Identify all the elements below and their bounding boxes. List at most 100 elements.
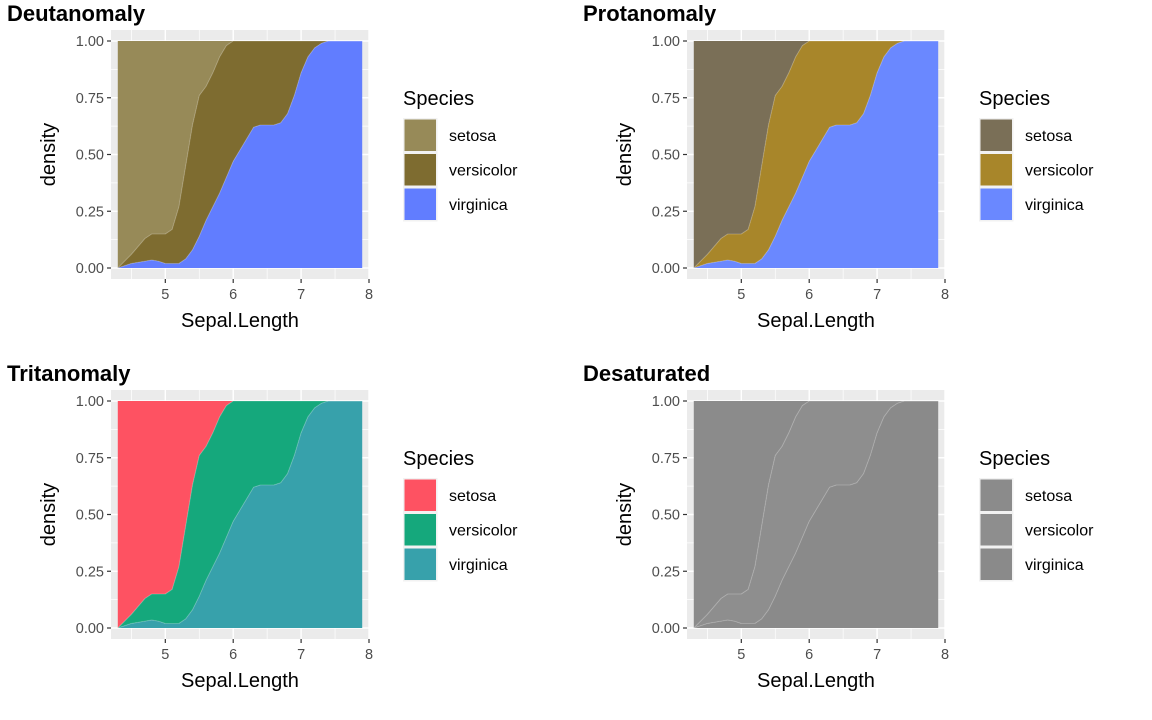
chart-title: Tritanomaly [7, 361, 131, 386]
legend-key-versicolor [980, 154, 1012, 186]
area-setosa [693, 401, 939, 628]
chart-title: Desaturated [583, 361, 710, 386]
x-tick-label: 5 [161, 647, 169, 663]
area-setosa [117, 41, 363, 268]
chart-panel-1: Deutanomaly 5 6 7 8 0.00 0.25 0.50 0.75 1.00 Sepal… [0, 0, 576, 360]
x-tick-label: 5 [737, 647, 745, 663]
chart-panel-3: Tritanomaly 5 6 7 8 0.00 0.25 0.50 0.75 1.00 Sepal… [0, 360, 576, 720]
legend: Species setosa versicolor virginica [403, 448, 518, 582]
y-axis: 0.00 0.25 0.50 0.75 1.00 [76, 394, 111, 637]
legend-key-setosa [980, 479, 1012, 511]
legend: Species setosa versicolor virginica [403, 88, 518, 222]
legend-label: virginica [449, 197, 508, 214]
legend-label: virginica [449, 557, 508, 574]
y-tick-label: 1.00 [76, 394, 104, 410]
legend-key-virginica [404, 188, 436, 220]
area-versicolor [693, 401, 939, 628]
legend-title: Species [403, 88, 474, 110]
area-boundary-line [117, 40, 363, 269]
chart-panel-4: Desaturated 5 6 7 8 0.00 0.25 0.50 0.75 1.00 Sepal… [576, 360, 1152, 720]
chart-panel-2: Protanomaly 5 6 7 8 0.00 0.25 0.50 0.75 1.00 Sepal… [576, 0, 1152, 360]
y-tick-label: 0.25 [76, 204, 104, 220]
chart-title: Deutanomaly [7, 1, 146, 26]
legend: Species setosa versicolor virginica [979, 448, 1094, 582]
legend-label: versicolor [1025, 523, 1094, 540]
area-boundary-line [117, 40, 363, 269]
legend-label: versicolor [449, 523, 518, 540]
legend-label: setosa [449, 488, 496, 505]
x-tick-label: 6 [229, 647, 237, 663]
chart-title: Protanomaly [583, 1, 717, 26]
legend-key-setosa [404, 119, 436, 151]
chart-svg-2: Protanomaly 5 6 7 8 0.00 0.25 0.50 0.75 1.00 Sepal… [583, 1, 1094, 332]
y-tick-label: 0.25 [76, 564, 104, 580]
x-axis-title: Sepal.Length [757, 670, 875, 692]
chart-svg-3: Tritanomaly 5 6 7 8 0.00 0.25 0.50 0.75 1.00 Sepal… [7, 361, 518, 692]
legend-key-virginica [980, 548, 1012, 580]
area-versicolor [117, 41, 363, 268]
y-tick-label: 0.00 [652, 621, 680, 637]
area-virginica [693, 401, 939, 628]
y-tick-label: 0.75 [652, 451, 680, 467]
area-versicolor [117, 401, 363, 628]
x-axis: 5 6 7 8 [161, 279, 373, 303]
legend-key-versicolor [980, 514, 1012, 546]
area-boundary-line [693, 400, 939, 629]
y-tick-label: 0.75 [76, 91, 104, 107]
legend-key-versicolor [404, 154, 436, 186]
area-virginica [117, 401, 363, 628]
x-tick-label: 5 [737, 287, 745, 303]
area-boundary-line [693, 400, 939, 629]
y-tick-label: 1.00 [652, 34, 680, 50]
area-boundary-line [693, 40, 939, 269]
x-tick-label: 8 [941, 287, 949, 303]
legend-label: virginica [1025, 557, 1084, 574]
y-tick-label: 0.50 [76, 148, 104, 164]
y-tick-label: 0.50 [76, 508, 104, 524]
legend-title: Species [979, 448, 1050, 470]
y-tick-label: 0.75 [76, 451, 104, 467]
area-versicolor [693, 41, 939, 268]
area-boundary-line [693, 40, 939, 269]
y-tick-label: 0.50 [652, 148, 680, 164]
legend-label: setosa [449, 128, 496, 145]
y-tick-label: 1.00 [652, 394, 680, 410]
legend-key-setosa [980, 119, 1012, 151]
x-axis: 5 6 7 8 [737, 279, 949, 303]
y-tick-label: 0.75 [652, 91, 680, 107]
legend-title: Species [979, 88, 1050, 110]
area-boundary-line [117, 400, 363, 629]
legend: Species setosa versicolor virginica [979, 88, 1094, 222]
x-axis: 5 6 7 8 [737, 639, 949, 663]
area-virginica [693, 41, 939, 268]
legend-key-virginica [980, 188, 1012, 220]
y-tick-label: 0.00 [652, 261, 680, 277]
legend-label: versicolor [1025, 163, 1094, 180]
legend-key-virginica [404, 548, 436, 580]
x-tick-label: 8 [941, 647, 949, 663]
x-tick-label: 8 [365, 287, 373, 303]
legend-key-setosa [404, 479, 436, 511]
x-tick-label: 6 [805, 287, 813, 303]
area-setosa [117, 401, 363, 628]
x-axis-title: Sepal.Length [181, 310, 299, 332]
area-boundary-line [117, 400, 363, 629]
legend-label: versicolor [449, 163, 518, 180]
x-axis-title: Sepal.Length [757, 310, 875, 332]
y-tick-label: 0.00 [76, 621, 104, 637]
legend-title: Species [403, 448, 474, 470]
y-tick-label: 1.00 [76, 34, 104, 50]
y-tick-label: 0.50 [652, 508, 680, 524]
chart-svg-4: Desaturated 5 6 7 8 0.00 0.25 0.50 0.75 1.00 Sepal… [583, 361, 1094, 692]
x-tick-label: 6 [229, 287, 237, 303]
x-tick-label: 6 [805, 647, 813, 663]
y-tick-label: 0.00 [76, 261, 104, 277]
x-tick-label: 8 [365, 647, 373, 663]
x-tick-label: 7 [873, 647, 881, 663]
area-virginica [117, 41, 363, 268]
y-axis-title: density [614, 483, 636, 546]
x-axis-title: Sepal.Length [181, 670, 299, 692]
y-axis: 0.00 0.25 0.50 0.75 1.00 [652, 34, 687, 277]
legend-label: virginica [1025, 197, 1084, 214]
legend-label: setosa [1025, 488, 1072, 505]
